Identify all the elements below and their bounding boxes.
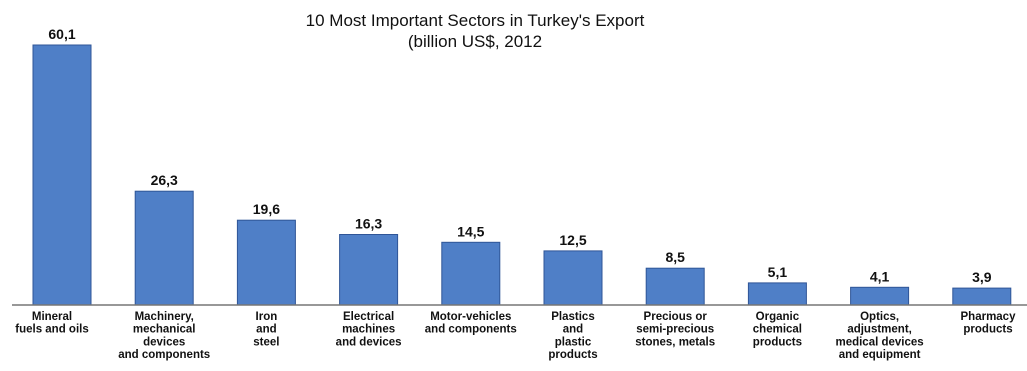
category-label-line: Electrical	[343, 311, 394, 323]
category-label-line: Mineral	[32, 311, 72, 323]
category-label-line: Plastics	[551, 311, 594, 323]
chart-title: 10 Most Important Sectors in Turkey's Ex…	[306, 11, 645, 30]
bar	[441, 241, 501, 306]
bar	[850, 286, 910, 306]
value-label: 60,1	[48, 26, 75, 42]
bars-group	[32, 44, 1012, 306]
category-label-line: Organic	[756, 311, 800, 323]
bar	[543, 250, 603, 306]
category-label-line: medical devices	[835, 336, 923, 348]
category-label: Optics, adjustment, medical devices and equ…	[835, 311, 923, 361]
category-label-line: Iron	[256, 311, 278, 323]
category-label: Motor-vehicles and components	[425, 311, 517, 336]
category-label-line: chemical	[753, 324, 802, 336]
value-label: 14,5	[457, 223, 484, 239]
bar	[747, 282, 807, 306]
category-label-line: stones, metals	[635, 336, 715, 348]
category-label-line: fuels and oils	[15, 324, 89, 336]
category-label: Mineral fuels and oils	[15, 311, 89, 336]
category-label: Machinery, mechanical devices and component…	[118, 311, 210, 361]
category-label-line: Precious or	[644, 311, 708, 323]
category-label-line: and equipment	[839, 349, 921, 361]
category-label-line: steel	[253, 336, 279, 348]
category-label-line: Motor-vehicles	[430, 311, 511, 323]
category-label-line: devices	[143, 336, 185, 348]
bar	[339, 234, 399, 306]
bar	[952, 287, 1012, 306]
bar	[32, 44, 92, 306]
category-label-line: and components	[118, 349, 210, 361]
category-label-line: mechanical	[133, 324, 196, 336]
value-label: 3,9	[972, 269, 992, 285]
category-label: Plastics and plastic products	[548, 311, 597, 361]
category-label-line: and	[256, 324, 276, 336]
chart-subtitle: (billion US$, 2012	[408, 32, 542, 51]
bar	[236, 219, 296, 306]
bar	[645, 267, 705, 306]
category-label-line: products	[753, 336, 802, 348]
value-label: 8,5	[665, 249, 685, 265]
value-label: 19,6	[253, 201, 280, 217]
category-label-line: adjustment,	[847, 324, 912, 336]
category-label-line: products	[548, 349, 597, 361]
category-label-line: and components	[425, 324, 517, 336]
category-label-line: semi-precious	[636, 324, 714, 336]
value-label: 12,5	[559, 232, 586, 248]
value-label: 16,3	[355, 216, 382, 232]
category-label: Pharmacy products	[961, 311, 1017, 336]
category-label: Iron and steel	[253, 311, 279, 348]
category-label-line: plastic	[555, 336, 592, 348]
category-label-line: machines	[342, 324, 395, 336]
category-label-line: Machinery,	[135, 311, 194, 323]
category-label: Organic chemical products	[753, 311, 802, 348]
value-label: 4,1	[870, 268, 890, 284]
category-label-line: products	[963, 324, 1012, 336]
value-label: 5,1	[768, 264, 788, 280]
category-label: Precious or semi-precious stones, metals	[635, 311, 715, 348]
category-label: Electrical machines and devices	[336, 311, 402, 348]
category-label-line: Pharmacy	[961, 311, 1017, 323]
category-label-line: Optics,	[860, 311, 899, 323]
category-label-line: and	[563, 324, 583, 336]
value-label: 26,3	[151, 172, 178, 188]
category-label-line: and devices	[336, 336, 402, 348]
bar	[134, 190, 194, 306]
